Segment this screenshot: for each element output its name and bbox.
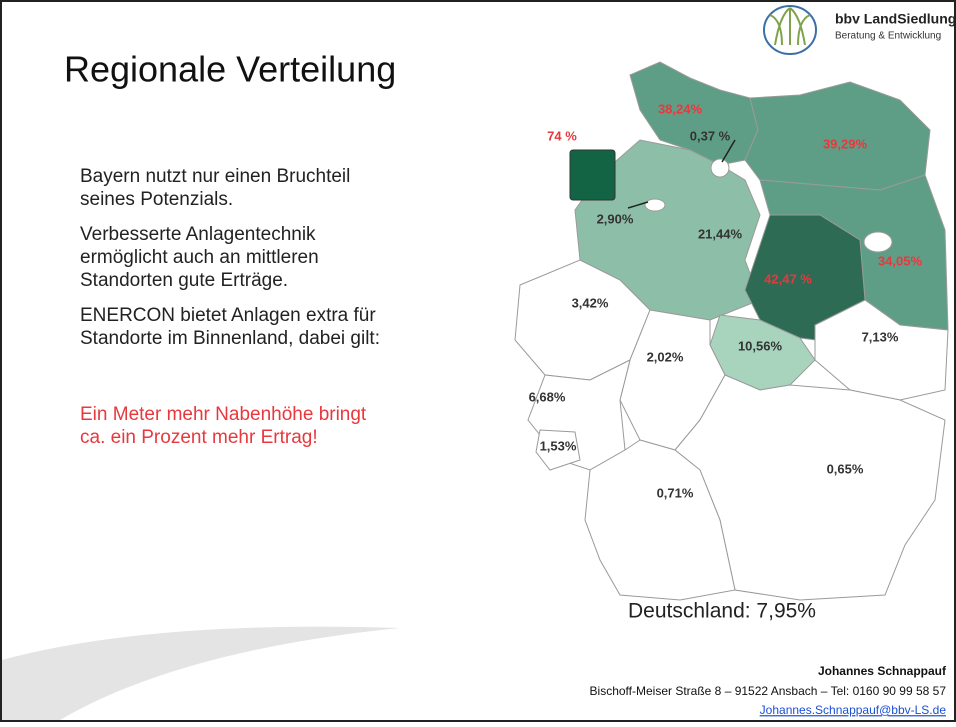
map-label: 39,29%: [823, 136, 868, 151]
map-label: 21,44%: [698, 226, 743, 241]
map-label: 42,47 %: [764, 271, 812, 286]
paragraph-line: ENERCON bietet Anlagen extra für: [80, 305, 376, 326]
region: [863, 231, 893, 253]
map-label: 3,42%: [572, 295, 609, 310]
map-label: 10,56%: [738, 338, 783, 353]
region: [710, 158, 730, 178]
arrow: [721, 139, 736, 163]
region: [569, 149, 616, 201]
highlight-line: Ein Meter mehr Nabenhöhe bringt: [80, 404, 367, 425]
map-label: 2,90%: [597, 211, 634, 226]
paragraph-line: Standorten gute Erträge.: [80, 270, 288, 291]
footer-name: Johannes Schnappauf: [818, 664, 947, 678]
map-label: 6,68%: [529, 389, 566, 404]
map-label: 34,05%: [878, 253, 923, 268]
region: [814, 299, 949, 401]
decoration: [2, 626, 400, 720]
arrow: [627, 201, 649, 209]
map-label: 0,65%: [827, 461, 864, 476]
map-label: 74 %: [547, 128, 577, 143]
paragraph-line: Bayern nutzt nur einen Bruchteil: [80, 166, 350, 187]
region: [644, 198, 666, 212]
paragraph-line: seines Potenzials.: [80, 189, 233, 210]
footer-email[interactable]: Johannes.Schnappauf@bbv-LS.de: [760, 703, 947, 717]
map-label: 7,13%: [862, 329, 899, 344]
region: [535, 429, 581, 471]
map-label: 0,37 %: [690, 128, 731, 143]
title: Regionale Verteilung: [64, 49, 396, 90]
logo: bbv LandSiedlung Beratung & Entwicklung: [763, 5, 956, 55]
paragraph-line: ermöglicht auch an mittleren: [80, 247, 319, 268]
highlight-line: ca. ein Prozent mehr Ertrag!: [80, 427, 318, 448]
region: [584, 439, 736, 601]
map-labels: 74 % 38,24% 0,37 % 39,29% 2,90% 21,44% 42,47 %…: [529, 101, 923, 500]
map-label: 0,71%: [657, 485, 694, 500]
map-label: 1,53%: [540, 438, 577, 453]
map-label: 2,02%: [647, 349, 684, 364]
map: [514, 61, 949, 601]
summary: Deutschland: 7,95%: [628, 600, 816, 623]
paragraph-line: Standorte im Binnenland, dabei gilt:: [80, 328, 380, 349]
footer-address: Bischoff-Meiser Straße 8 – 91522 Ansbach…: [590, 684, 947, 698]
paragraph-line: Verbesserte Anlagentechnik: [80, 224, 316, 245]
map-label: 38,24%: [658, 101, 703, 116]
logo-name: bbv LandSiedlung: [835, 11, 956, 27]
logo-tagline: Beratung & Entwicklung: [835, 31, 941, 42]
